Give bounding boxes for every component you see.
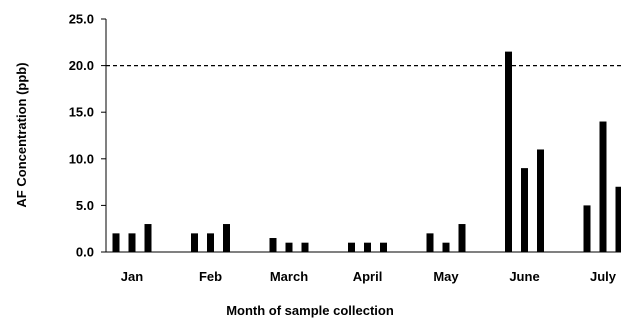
bar bbox=[583, 205, 591, 252]
x-axis-title: Month of sample collection bbox=[226, 303, 394, 318]
bar bbox=[458, 224, 466, 252]
bar bbox=[537, 149, 544, 252]
bar bbox=[128, 233, 136, 252]
y-tick-label: 15.0 bbox=[69, 105, 94, 120]
bars-group bbox=[112, 51, 621, 253]
x-axis: Jan Feb March April May June July bbox=[106, 251, 621, 284]
bar bbox=[301, 242, 309, 252]
y-tick-label: 0.0 bbox=[76, 245, 94, 260]
x-tick-label: July bbox=[590, 269, 617, 284]
y-tick-label: 5.0 bbox=[76, 198, 94, 213]
bar bbox=[269, 238, 277, 252]
bar bbox=[505, 51, 512, 253]
bar bbox=[521, 168, 528, 252]
x-tick-label: Jan bbox=[121, 269, 143, 284]
x-tick-label: Feb bbox=[199, 269, 222, 284]
bar bbox=[364, 242, 371, 252]
y-tick-label: 20.0 bbox=[69, 58, 94, 73]
bar bbox=[223, 224, 230, 252]
bar bbox=[207, 233, 214, 252]
bar bbox=[191, 233, 198, 252]
bar bbox=[112, 233, 120, 252]
bar bbox=[144, 224, 152, 252]
x-tick-label: May bbox=[433, 269, 459, 284]
y-axis: 0.0 5.0 10.0 15.0 20.0 25.0 bbox=[69, 12, 107, 260]
bar bbox=[285, 242, 293, 252]
bar bbox=[442, 242, 450, 252]
bar bbox=[348, 242, 355, 252]
bar bbox=[599, 121, 607, 253]
y-axis-title: AF Concentration (ppb) bbox=[14, 62, 29, 207]
x-tick-label: March bbox=[270, 269, 308, 284]
bar bbox=[426, 233, 434, 252]
x-tick-label: June bbox=[509, 269, 539, 284]
bar bbox=[615, 186, 621, 252]
y-tick-label: 10.0 bbox=[69, 151, 94, 166]
y-tick-label: 25.0 bbox=[69, 12, 94, 27]
x-tick-label: April bbox=[353, 269, 383, 284]
bar bbox=[380, 242, 387, 252]
